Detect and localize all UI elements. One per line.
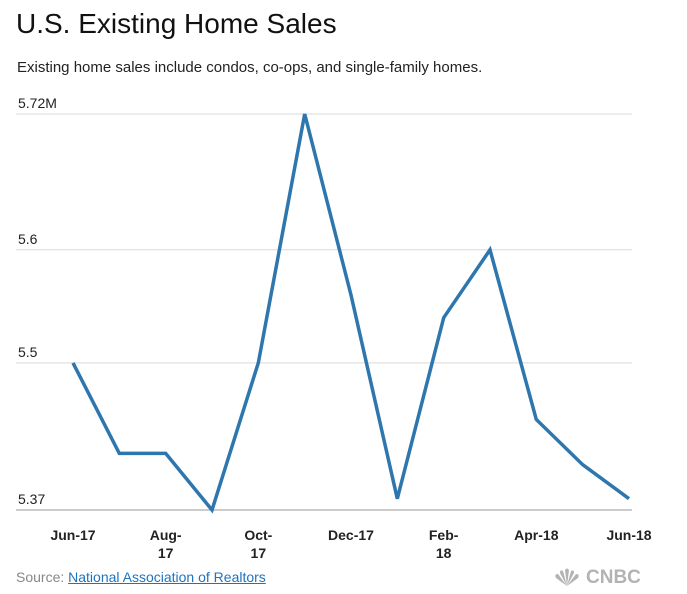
cnbc-logo: CNBC [552,567,641,589]
data-point[interactable] [69,359,77,367]
x-tick-label: Apr-18 [514,527,559,543]
data-point[interactable] [115,449,123,457]
data-point[interactable] [440,314,448,322]
data-point[interactable] [532,415,540,423]
y-tick-label: 5.37 [18,491,45,507]
y-tick-label: 5.6 [18,231,38,247]
line-chart: 5.72M 5.6 5.5 5.37 Jun-17 Aug-17 Oct-17 Dec-17… [16,95,652,561]
data-point[interactable] [208,506,216,514]
source-note: Source: National Association of Realtors [16,569,266,585]
peacock-icon [555,568,579,586]
series-line-layer [69,110,633,514]
data-point[interactable] [393,495,401,503]
data-point[interactable] [486,246,494,254]
source-link[interactable]: National Association of Realtors [68,569,266,585]
data-point[interactable] [625,495,633,503]
data-point[interactable] [347,291,355,299]
x-tick-label: Aug-17 [150,527,182,561]
x-tick-label: Jun-17 [50,527,95,543]
gridlines [16,113,632,511]
data-point[interactable] [254,359,262,367]
x-tick-label: Oct-17 [244,527,272,561]
x-tick-label: Jun-18 [606,527,651,543]
chart-subtitle: Existing home sales include condos, co-o… [17,59,483,76]
data-point[interactable] [162,449,170,457]
y-axis-labels: 5.72M 5.6 5.5 5.37 [18,95,57,507]
series-line [71,113,631,514]
brand-wordmark: CNBC [586,567,641,588]
x-axis-labels: Jun-17 Aug-17 Oct-17 Dec-17 Feb-18 Apr-18 Jun-… [50,527,651,561]
x-tick-label: Dec-17 [328,527,374,543]
y-tick-label: 5.72M [18,95,57,111]
x-tick-label: Feb-18 [429,527,459,561]
data-point[interactable] [301,110,309,118]
chart-title: U.S. Existing Home Sales [16,8,337,39]
y-tick-label: 5.5 [18,344,38,360]
data-point[interactable] [579,461,587,469]
source-prefix: Source: [16,569,69,585]
